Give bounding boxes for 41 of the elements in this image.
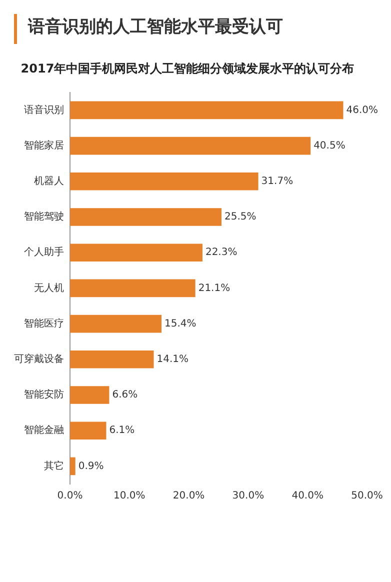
- data-label: 21.1%: [198, 282, 230, 294]
- bar: [70, 350, 154, 368]
- chart-subtitle: 2017年中国手机网民对人工智能细分领域发展水平的认可分布: [20, 61, 354, 76]
- bar: [70, 422, 106, 440]
- bar: [70, 244, 202, 262]
- x-tick-label: 20.0%: [172, 490, 205, 502]
- data-label: 25.5%: [224, 212, 256, 223]
- data-label: 40.5%: [314, 140, 346, 152]
- y-tick-label: 机器人: [34, 174, 64, 187]
- bar: [70, 136, 311, 155]
- data-label: 31.7%: [261, 176, 294, 187]
- x-tick-label: 0.0%: [57, 490, 83, 502]
- y-tick-label: 智能驾驶: [24, 210, 64, 223]
- chart-title: 语音识别的人工智能水平最受认可: [28, 16, 283, 38]
- data-label: 46.0%: [346, 104, 378, 116]
- data-label: 22.3%: [205, 247, 238, 258]
- bar: [70, 314, 162, 333]
- y-tick-label: 个人助手: [24, 246, 64, 258]
- x-tick-label: 50.0%: [351, 490, 383, 502]
- bar: [70, 386, 110, 404]
- data-label: 6.6%: [112, 390, 138, 401]
- bar: [70, 279, 196, 298]
- y-tick-label: 其它: [44, 460, 64, 472]
- x-tick-label: 10.0%: [114, 490, 146, 502]
- y-tick-label: 智能医疗: [24, 317, 64, 330]
- data-label: 0.9%: [78, 460, 104, 472]
- bar: [70, 457, 76, 476]
- bar: [70, 101, 344, 120]
- bar: [70, 172, 258, 190]
- data-label: 14.1%: [156, 354, 189, 365]
- data-label: 6.1%: [109, 425, 135, 436]
- y-tick-label: 智能家居: [24, 139, 64, 152]
- y-tick-label: 可穿戴设备: [14, 352, 64, 365]
- y-tick-label: 智能金融: [24, 424, 64, 436]
- bar: [70, 208, 222, 226]
- y-tick-label: 无人机: [34, 282, 64, 294]
- x-tick-label: 30.0%: [232, 490, 264, 502]
- y-tick-label: 语音识别: [24, 104, 64, 116]
- x-tick-label: 40.0%: [292, 490, 324, 502]
- data-label: 15.4%: [164, 318, 196, 330]
- y-tick-label: 智能安防: [24, 388, 64, 401]
